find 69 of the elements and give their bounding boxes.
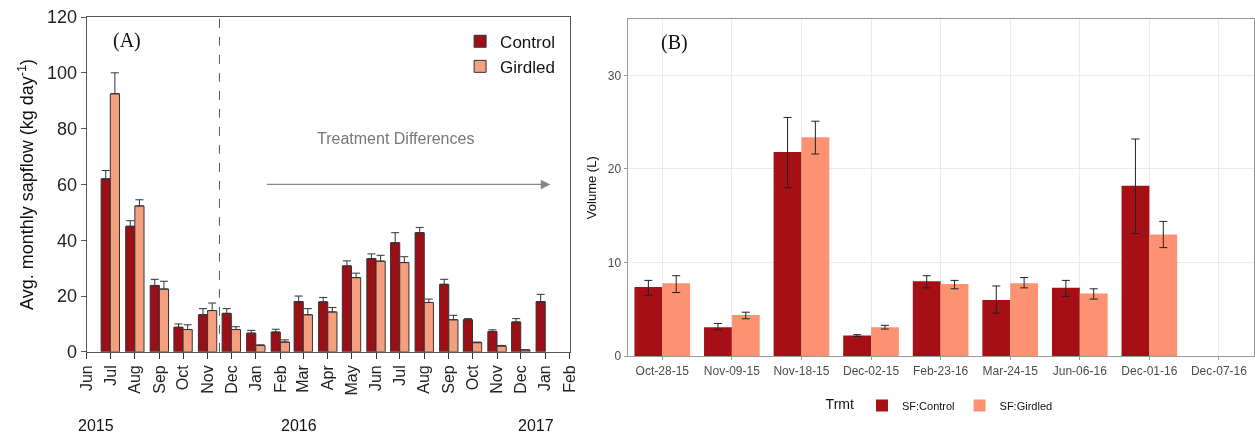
x-tick-label: Jan — [247, 365, 265, 392]
x-tick-label: Nov — [488, 365, 506, 394]
bar — [940, 284, 969, 357]
x-tick-label: Sep — [439, 365, 457, 394]
x-tick-label: Nov — [198, 365, 216, 394]
x-tick-label: Oct — [463, 364, 481, 391]
text: (B) — [661, 31, 688, 54]
text: 2015 — [78, 417, 114, 434]
bar — [843, 335, 872, 357]
y-tick-label: 120 — [46, 7, 77, 28]
x-tick-label: Feb — [271, 365, 289, 393]
x-tick-label: Mar — [294, 364, 312, 393]
x-tick-label: Nov-18-15 — [773, 363, 830, 378]
bar — [662, 283, 691, 357]
x-tick-label: Dec-02-15 — [843, 363, 900, 378]
x-tick-label: Dec — [222, 365, 240, 394]
legend-label: Control — [500, 32, 555, 52]
text: (A) — [113, 29, 141, 52]
bar — [1121, 185, 1150, 357]
text: 2016 — [281, 417, 317, 434]
bar — [1010, 283, 1039, 357]
bar — [731, 315, 760, 357]
bar — [1051, 287, 1080, 357]
bar — [871, 327, 899, 357]
bar — [912, 281, 941, 357]
x-tick-label: Jul — [101, 365, 119, 386]
y-tick-label: 20 — [56, 286, 77, 307]
x-tick-label: Sep — [150, 365, 168, 394]
x-tick-label: Aug — [126, 365, 144, 394]
x-tick-label: Jun — [77, 365, 95, 392]
bar — [704, 327, 732, 357]
x-tick-label: Dec — [511, 365, 529, 394]
x-tick-label: Dec-07-16 — [1190, 363, 1248, 378]
y-tick-label: 0 — [614, 349, 622, 364]
x-tick-label: Feb-23-16 — [912, 363, 969, 378]
y-tick-label: 10 — [607, 255, 622, 270]
bar — [982, 300, 1011, 357]
legend-label: SF:Girdled — [999, 399, 1053, 412]
x-tick-label: Jan — [536, 365, 554, 392]
y-tick-label: 80 — [56, 118, 77, 139]
x-tick-label: Jun-06-16 — [1052, 363, 1108, 378]
x-tick-label: Jun — [367, 365, 385, 392]
x-tick-label: May — [342, 365, 360, 396]
legend-title: Trmt — [825, 396, 854, 413]
bar — [1149, 234, 1178, 357]
text: 2017 — [518, 417, 554, 434]
annotation: Treatment Differences — [317, 130, 475, 147]
y-tick-label: 60 — [56, 174, 77, 195]
x-tick-label: Oct — [174, 364, 192, 391]
x-tick-label: Nov-09-15 — [703, 363, 761, 378]
x-tick-label: Jul — [390, 365, 408, 386]
bar — [1079, 293, 1108, 357]
x-tick-label: Oct-28-15 — [635, 363, 690, 378]
y-axis-title: Volume (L) — [583, 156, 599, 220]
legend-label: Girdled — [500, 57, 555, 77]
x-tick-label: Apr — [318, 364, 336, 391]
y-tick-label: 0 — [66, 342, 77, 363]
y-tick-label: 100 — [46, 63, 77, 84]
legend-label: SF:Control — [901, 399, 955, 412]
y-tick-label: 30 — [607, 68, 622, 83]
x-tick-label: Mar-24-15 — [982, 363, 1039, 378]
x-tick-label: Feb — [560, 365, 578, 393]
x-tick-label: Aug — [415, 365, 433, 394]
bar — [801, 137, 830, 357]
y-tick-label: 20 — [607, 162, 622, 177]
x-tick-label: Dec-01-16 — [1121, 363, 1178, 378]
bar — [773, 152, 802, 357]
bar — [634, 286, 663, 357]
y-tick-label: 40 — [56, 230, 77, 251]
